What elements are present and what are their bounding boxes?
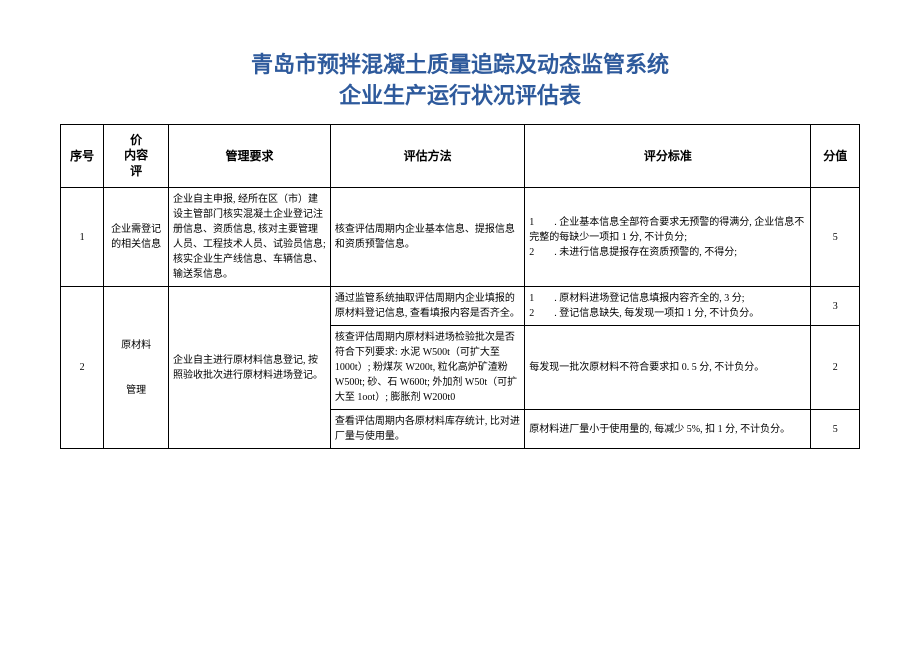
header-row: 序号 价内容评 管理要求 评估方法 评分标准 分值 [61,124,860,188]
cell-method: 核查评估周期内企业基本信息、提报信息和资质预警信息。 [330,188,524,287]
evaluation-table: 序号 价内容评 管理要求 评估方法 评分标准 分值 1 企业需登记的相关信息 企… [60,124,860,450]
header-seq: 序号 [61,124,104,188]
cell-score: 2 [811,326,860,410]
cell-content: 企业需登记的相关信息 [104,188,169,287]
cell-req: 企业自主进行原材料信息登记, 按照验收批次进行原材料进场登记。 [168,287,330,449]
cell-method: 核查评估周期内原材料进场检验批次是否符合下列要求: 水泥 W500t（可扩大至1… [330,326,524,410]
table-row: 2 原材料管理 企业自主进行原材料信息登记, 按照验收批次进行原材料进场登记。 … [61,287,860,326]
cell-score: 5 [811,410,860,449]
cell-req: 企业自主申报, 经所在区（市）建设主管部门核实混凝土企业登记注册信息、资质信息,… [168,188,330,287]
cell-score: 5 [811,188,860,287]
title-line1: 青岛市预拌混凝土质量追踪及动态监管系统 [251,52,669,77]
table-row: 1 企业需登记的相关信息 企业自主申报, 经所在区（市）建设主管部门核实混凝土企… [61,188,860,287]
cell-seq: 2 [61,287,104,449]
title-line2: 企业生产运行状况评估表 [339,83,581,108]
cell-content: 原材料管理 [104,287,169,449]
doc-title: 青岛市预拌混凝土质量追踪及动态监管系统 企业生产运行状况评估表 [60,50,860,112]
cell-criteria: 1 . 原材料进场登记信息填报内容齐全的, 3 分;2 . 登记信息缺失, 每发… [525,287,811,326]
header-criteria: 评分标准 [525,124,811,188]
cell-seq: 1 [61,188,104,287]
cell-method: 查看评估周期内各原材料库存统计, 比对进厂量与使用量。 [330,410,524,449]
cell-score: 3 [811,287,860,326]
header-method: 评估方法 [330,124,524,188]
cell-criteria: 1 . 企业基本信息全部符合要求无预警的得满分, 企业信息不完整的每缺少一项扣 … [525,188,811,287]
cell-method: 通过监管系统抽取评估周期内企业填报的原材料登记信息, 查看填报内容是否齐全。 [330,287,524,326]
cell-criteria: 原材料进厂量小于使用量的, 每减少 5%, 扣 1 分, 不计负分。 [525,410,811,449]
header-score: 分值 [811,124,860,188]
header-req: 管理要求 [168,124,330,188]
cell-criteria: 每发现一批次原材料不符合要求扣 0. 5 分, 不计负分。 [525,326,811,410]
header-content: 价内容评 [104,124,169,188]
